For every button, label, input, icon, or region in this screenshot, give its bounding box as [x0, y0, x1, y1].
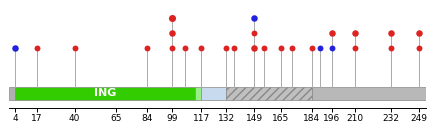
Point: [387, 32, 394, 34]
Point: [328, 47, 335, 49]
Point: [387, 47, 394, 49]
Bar: [226, 87, 312, 100]
Point: [416, 47, 423, 49]
Point: [251, 32, 258, 34]
Point: [33, 47, 40, 49]
Point: [231, 47, 238, 49]
Point: [416, 32, 423, 34]
Point: [277, 47, 284, 49]
Point: [169, 47, 175, 49]
Bar: [312, 87, 426, 100]
Point: [317, 47, 324, 49]
Point: [12, 47, 18, 49]
Point: [169, 17, 175, 19]
Text: ING: ING: [94, 88, 116, 98]
Point: [351, 47, 358, 49]
Point: [251, 17, 258, 19]
Point: [181, 47, 188, 49]
Point: [351, 32, 358, 34]
Point: [71, 47, 78, 49]
Bar: [9, 87, 15, 100]
Bar: [15, 87, 195, 100]
Point: [198, 47, 205, 49]
Point: [289, 47, 295, 49]
Point: [251, 47, 258, 49]
Point: [328, 32, 335, 34]
Point: [261, 47, 267, 49]
Bar: [202, 87, 226, 100]
Bar: [195, 87, 202, 100]
Point: [308, 47, 315, 49]
Point: [144, 47, 150, 49]
Point: [169, 32, 175, 34]
Point: [223, 47, 230, 49]
